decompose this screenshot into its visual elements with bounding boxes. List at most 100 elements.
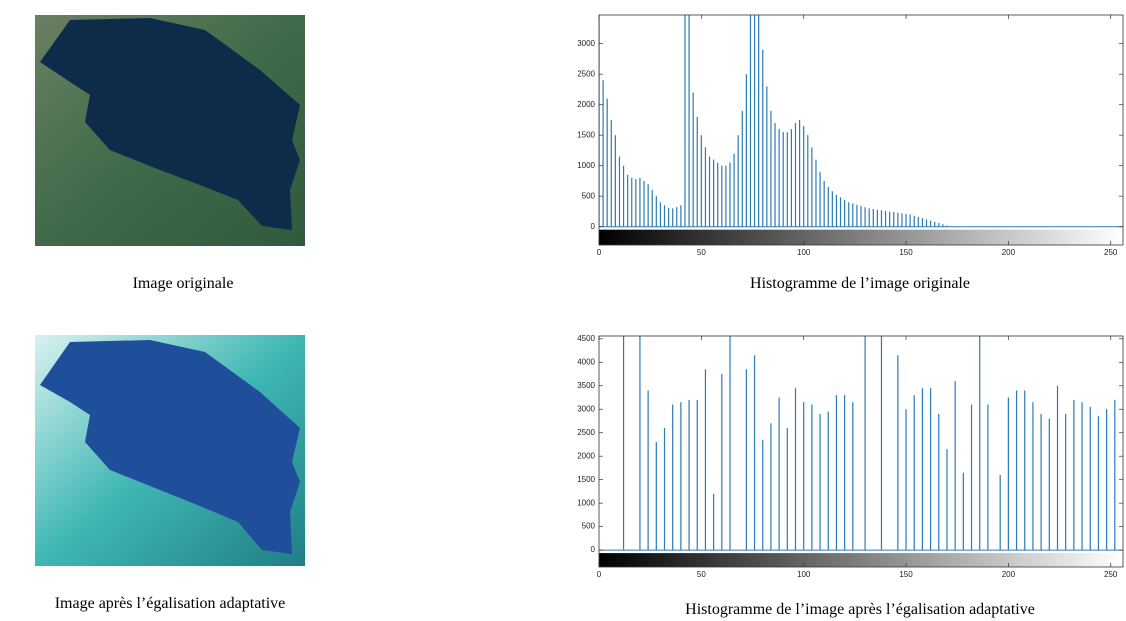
- bar: [1016, 390, 1017, 550]
- bar: [848, 202, 849, 226]
- bar: [721, 166, 722, 227]
- x-tick-label: 0: [597, 248, 602, 257]
- bar: [914, 395, 915, 550]
- bar: [881, 306, 882, 550]
- bar: [676, 207, 677, 227]
- bar: [905, 214, 906, 227]
- bar: [754, 355, 755, 550]
- bar: [639, 178, 640, 227]
- grayscale-bar: [599, 230, 1123, 245]
- bars: [598, 0, 947, 227]
- y-tick-label: 4000: [577, 357, 595, 366]
- figure: Image originale Image après l’égalisatio…: [0, 0, 1126, 621]
- bar: [770, 423, 771, 550]
- bar: [1032, 402, 1033, 550]
- bar: [811, 405, 812, 551]
- bar: [852, 204, 853, 227]
- bar: [1114, 400, 1115, 550]
- bar: [934, 222, 935, 227]
- y-tick-label: 4500: [577, 334, 595, 343]
- bar: [709, 157, 710, 227]
- bar: [893, 212, 894, 227]
- bar: [922, 388, 923, 550]
- bar: [828, 412, 829, 551]
- bar: [738, 135, 739, 227]
- y-tick-label: 500: [582, 191, 596, 200]
- bar: [672, 208, 673, 226]
- bar: [938, 223, 939, 227]
- bar: [774, 123, 775, 227]
- bar: [742, 111, 743, 227]
- y-tick-label: 2000: [577, 100, 595, 109]
- bar: [824, 181, 825, 227]
- bar: [828, 187, 829, 227]
- bar: [664, 205, 665, 226]
- bar: [840, 197, 841, 226]
- y-tick-label: 500: [582, 522, 596, 531]
- bar: [705, 147, 706, 226]
- bar: [852, 402, 853, 550]
- bar: [648, 184, 649, 227]
- bar: [795, 388, 796, 550]
- original-image: [35, 15, 305, 246]
- bar: [922, 218, 923, 227]
- bar: [811, 147, 812, 226]
- bar: [697, 117, 698, 227]
- chart-caption: Histogramme de l’image après l’égalisati…: [685, 601, 1035, 618]
- y-tick-label: 1000: [577, 161, 595, 170]
- y-tick-label: 1500: [577, 475, 595, 484]
- bar: [897, 355, 898, 550]
- y-tick-label: 1500: [577, 130, 595, 139]
- bar: [648, 390, 649, 550]
- x-tick-label: 100: [797, 248, 811, 257]
- bar: [930, 221, 931, 227]
- bar: [684, 0, 685, 227]
- bar: [779, 129, 780, 227]
- bar: [844, 200, 845, 227]
- bar: [680, 402, 681, 550]
- bar: [873, 209, 874, 227]
- bar: [979, 306, 980, 550]
- y-tick-label: 0: [591, 222, 596, 231]
- bar: [693, 92, 694, 226]
- bar: [819, 172, 820, 227]
- bar: [946, 449, 947, 550]
- bar: [758, 0, 759, 227]
- bar: [787, 132, 788, 227]
- y-tick-label: 3000: [577, 39, 595, 48]
- bar: [602, 80, 603, 226]
- bar: [1098, 416, 1099, 550]
- bar: [1081, 402, 1082, 550]
- bar: [697, 400, 698, 550]
- grayscale-bar: [599, 553, 1123, 567]
- bar: [1000, 475, 1001, 550]
- bar: [799, 120, 800, 227]
- bar: [787, 428, 788, 550]
- bar: [627, 175, 628, 227]
- bar: [819, 414, 820, 550]
- equalized-image: [35, 335, 305, 566]
- bar: [807, 135, 808, 227]
- axes-box: [599, 336, 1123, 567]
- y-tick-label: 1000: [577, 498, 595, 507]
- bar: [713, 160, 714, 227]
- bar: [746, 369, 747, 550]
- bar: [910, 214, 911, 226]
- bar: [688, 0, 689, 227]
- bar: [668, 208, 669, 227]
- bar: [611, 120, 612, 227]
- image-caption: Image originale: [133, 275, 234, 292]
- y-tick-label: 3000: [577, 404, 595, 413]
- x-tick-label: 150: [899, 570, 913, 579]
- x-tick-label: 250: [1104, 570, 1118, 579]
- bar: [885, 211, 886, 227]
- bar: [783, 132, 784, 227]
- x-tick-label: 100: [797, 570, 811, 579]
- bar: [1065, 414, 1066, 550]
- bar: [864, 207, 865, 227]
- bar: [664, 428, 665, 550]
- bar: [779, 398, 780, 551]
- y-tick-label: 2500: [577, 428, 595, 437]
